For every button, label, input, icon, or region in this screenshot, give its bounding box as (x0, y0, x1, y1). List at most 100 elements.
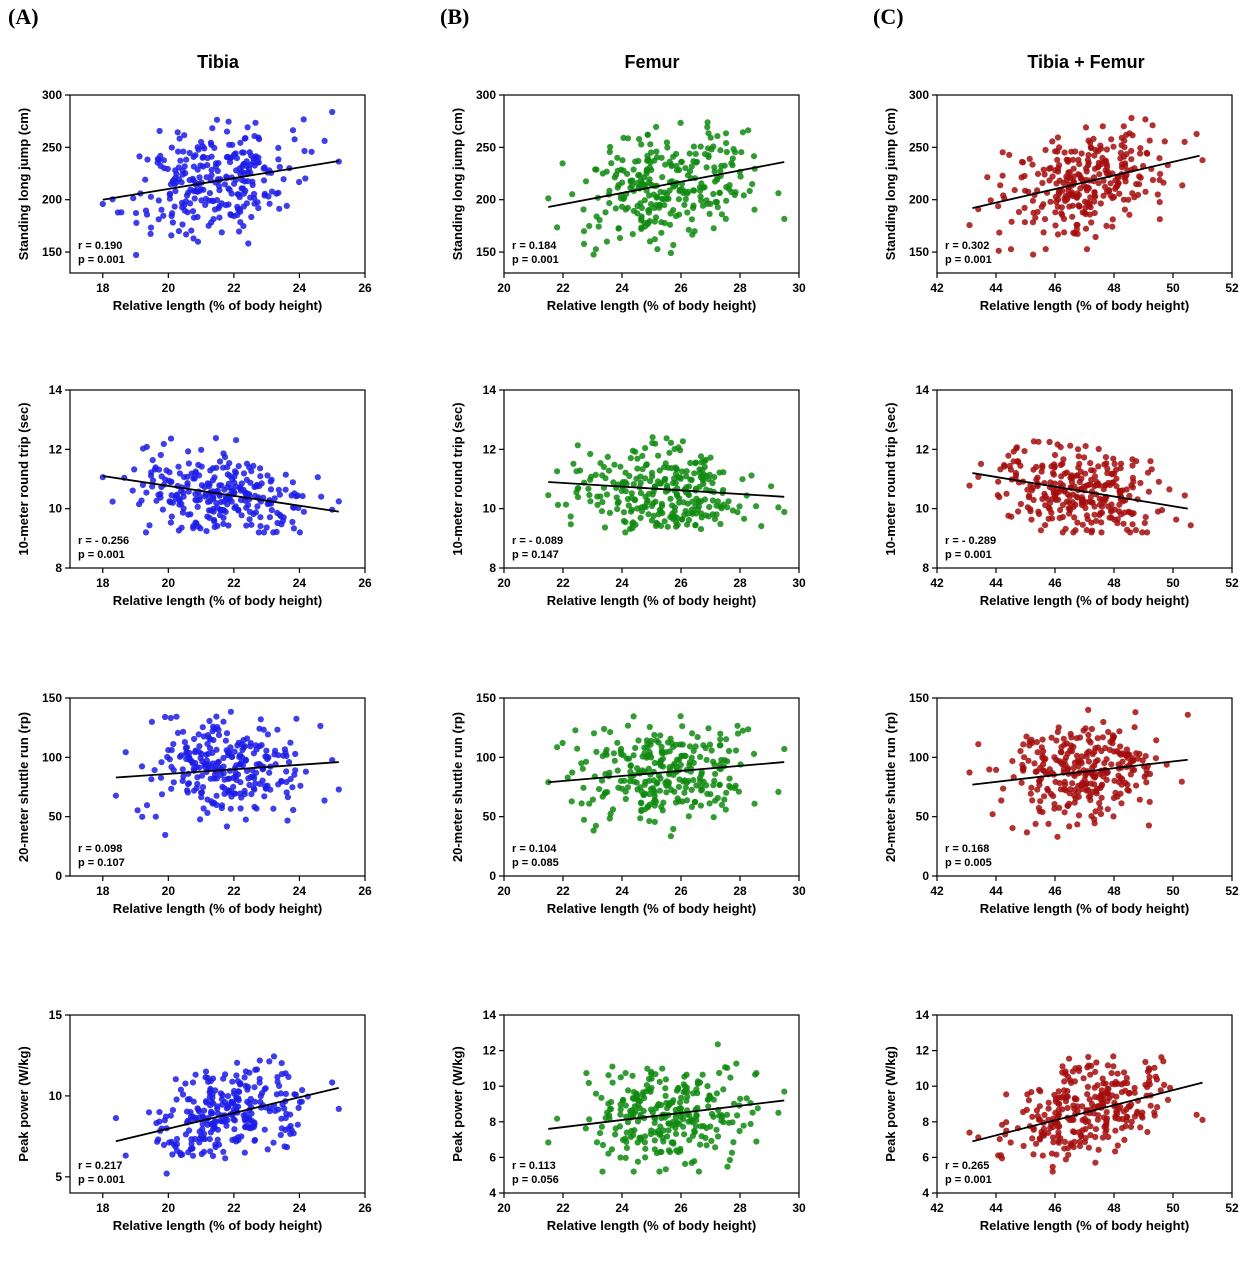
data-point (710, 814, 717, 821)
data-point (619, 1097, 627, 1104)
data-point (241, 1116, 248, 1123)
data-point (188, 1145, 195, 1152)
data-point (1061, 149, 1068, 156)
data-point (203, 761, 210, 768)
y-axis-label: 20-meter shuttle run (rp) (450, 712, 465, 862)
data-point (217, 1117, 224, 1124)
y-axis-label: Standing long jump (cm) (883, 108, 898, 260)
data-point (1124, 526, 1131, 533)
data-point (1076, 203, 1083, 210)
data-point (131, 466, 138, 473)
data-point (266, 514, 273, 521)
plot-frame (69, 1014, 366, 1194)
data-point (1085, 162, 1092, 169)
data-point (1079, 502, 1086, 509)
data-point (659, 763, 667, 770)
data-point (611, 174, 618, 181)
data-point (257, 1093, 264, 1100)
data-point (1104, 806, 1111, 813)
data-point (183, 192, 191, 199)
data-point (687, 1117, 694, 1124)
y-tick-label: 5 (55, 1170, 62, 1184)
x-tick-label: 28 (733, 884, 747, 898)
data-point (301, 147, 308, 155)
x-tick-label: 26 (358, 576, 372, 590)
data-point (666, 158, 673, 165)
y-tick-label: 8 (489, 561, 496, 575)
data-point (644, 803, 652, 810)
data-point (147, 224, 155, 231)
data-point (670, 241, 677, 249)
data-point (1184, 711, 1191, 718)
y-tick-label: 200 (476, 193, 496, 207)
data-point (147, 472, 155, 479)
data-point (592, 1090, 600, 1097)
regression-line (102, 475, 339, 513)
data-point (682, 784, 689, 791)
data-point (708, 146, 715, 153)
data-point (716, 1112, 723, 1119)
data-point (243, 522, 250, 529)
data-point (256, 1075, 263, 1082)
data-point (209, 760, 217, 767)
data-point (1048, 734, 1055, 741)
r-value-annotation: r = 0.265 (945, 1160, 989, 1172)
data-point (149, 457, 156, 464)
data-point (677, 1148, 684, 1155)
data-point (1100, 177, 1107, 184)
data-point (263, 747, 270, 754)
data-point (1146, 798, 1153, 806)
data-point (296, 529, 303, 536)
data-point (233, 776, 240, 784)
data-point (697, 143, 704, 150)
data-point (722, 806, 729, 813)
data-point (1108, 1070, 1115, 1077)
data-point (698, 786, 706, 793)
data-point (170, 779, 177, 786)
data-point (202, 1068, 210, 1075)
data-point (1095, 480, 1102, 487)
data-point (674, 1085, 682, 1092)
data-point (223, 1122, 230, 1129)
data-point (1009, 758, 1016, 765)
data-point (624, 722, 632, 729)
data-point (184, 787, 191, 794)
data-point (653, 123, 660, 130)
data-point (622, 206, 629, 213)
data-point (173, 713, 180, 720)
data-point (189, 1079, 197, 1086)
data-point (662, 1092, 669, 1099)
y-axis-label: 10-meter round trip (sec) (883, 402, 898, 555)
data-point (208, 1098, 215, 1105)
data-point (690, 143, 698, 150)
data-point (615, 784, 622, 791)
data-point (253, 481, 261, 488)
data-point (250, 785, 257, 792)
data-point (1082, 225, 1090, 232)
data-point (177, 1086, 184, 1093)
data-point (649, 434, 656, 441)
data-point (213, 116, 221, 123)
data-point (670, 825, 677, 833)
y-tick-label: 4 (922, 1186, 929, 1200)
data-point (617, 1106, 624, 1113)
data-point (1156, 216, 1163, 223)
x-tick-label: 28 (733, 1201, 747, 1215)
data-point (290, 525, 297, 532)
regression-line (548, 161, 785, 208)
data-point (253, 761, 260, 768)
data-point (564, 774, 571, 781)
data-point (603, 238, 611, 245)
data-point (598, 508, 606, 515)
data-point (704, 1096, 712, 1103)
data-point (582, 758, 590, 765)
data-point (1120, 123, 1127, 130)
x-tick-label: 30 (792, 576, 806, 590)
data-point (709, 479, 716, 487)
data-point (611, 461, 618, 468)
data-point (676, 1105, 683, 1112)
data-point (714, 133, 721, 140)
data-point (1104, 1062, 1111, 1069)
data-point (545, 195, 552, 202)
